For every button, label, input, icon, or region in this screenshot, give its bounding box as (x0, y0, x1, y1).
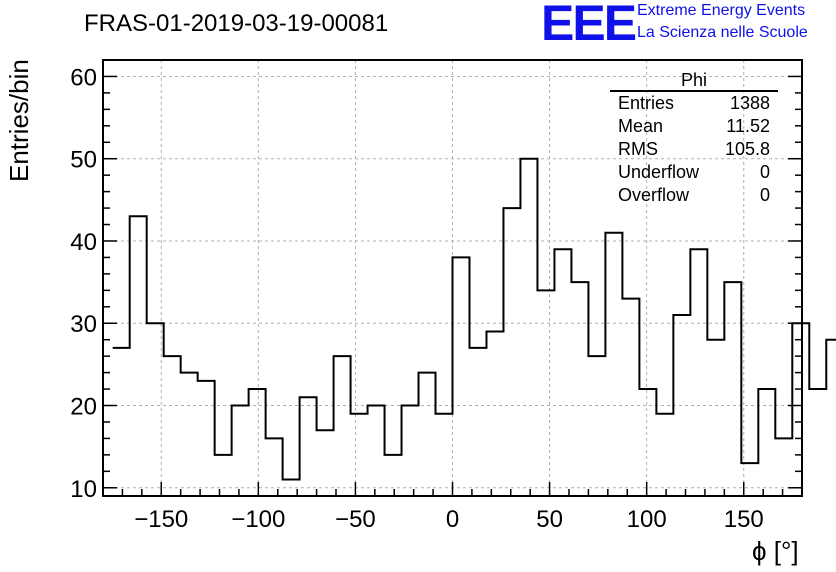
logo-subtitle-2: La Scienza nelle Scuole (637, 24, 808, 41)
histogram-bin (334, 356, 351, 496)
stats-value: 11.52 (726, 116, 770, 136)
histogram-bin (351, 414, 368, 496)
histogram-bin (486, 331, 503, 496)
x-tick-label: 150 (724, 506, 764, 533)
histogram-bin (300, 397, 317, 496)
stats-row: Mean 11.52 (610, 115, 778, 138)
histogram-bin (249, 389, 266, 496)
x-tick-label: 0 (446, 506, 459, 533)
histogram-bin (724, 282, 741, 496)
eee-logo: EEE (541, 0, 637, 51)
histogram-bin (656, 414, 673, 496)
histogram-bin (588, 356, 605, 496)
histogram-bin (385, 455, 402, 496)
histogram-bins (113, 159, 836, 496)
histogram-bin (503, 208, 520, 496)
y-tick-label: 60 (70, 64, 97, 91)
x-tick-label: −150 (134, 506, 188, 533)
y-tick-label: 40 (70, 229, 97, 256)
histogram-bin (520, 159, 537, 496)
y-tick-label: 30 (70, 311, 97, 338)
stats-row: RMS 105.8 (610, 138, 778, 161)
histogram-bin (232, 406, 249, 496)
histogram-bin (554, 249, 571, 496)
histogram-bin (758, 389, 775, 496)
histogram-bin (402, 406, 419, 496)
axis-ticks: −150 −100 −50 0 50 100 150 10 20 30 40 50 60 (70, 59, 802, 533)
stats-value: 0 (759, 162, 770, 182)
x-tick-label: −100 (231, 506, 285, 533)
histogram-bin (537, 290, 554, 496)
logo-subtitle-1: Extreme Energy Events (637, 2, 806, 19)
histogram-bin (181, 373, 198, 496)
histogram-bin (469, 348, 486, 496)
histogram-bin (164, 356, 181, 496)
histogram-bin (419, 373, 436, 496)
stats-row: Underflow 0 (610, 161, 778, 184)
histogram-bin (453, 257, 470, 496)
histogram-bin (215, 455, 232, 496)
histogram-bin (317, 430, 334, 496)
stats-label: Overflow (618, 185, 690, 205)
histogram-bin (130, 216, 147, 496)
histogram-bin (436, 414, 453, 496)
histogram-bin (198, 381, 215, 496)
stats-value: 105.8 (724, 139, 770, 159)
y-tick-label: 50 (70, 147, 97, 174)
x-tick-label: −50 (335, 506, 376, 533)
histogram-bin (826, 340, 836, 496)
stats-title: Phi (610, 70, 778, 92)
stats-label: Mean (618, 116, 664, 136)
histogram-bin (639, 389, 656, 496)
histogram-bin (571, 282, 588, 496)
y-tick-label: 20 (70, 394, 97, 421)
histogram-bin (792, 323, 809, 496)
histogram-bin (147, 323, 164, 496)
y-axis-label: Entries/bin (4, 59, 34, 182)
histogram-bin (266, 438, 283, 496)
histogram-line (112, 157, 836, 481)
histogram-bin (673, 315, 690, 496)
histogram-bin (113, 348, 130, 496)
x-tick-label: 50 (536, 506, 563, 533)
stats-value: 0 (759, 185, 770, 205)
histogram-bin (690, 249, 707, 496)
stats-value: 1388 (729, 93, 770, 113)
stats-label: Underflow (618, 162, 700, 182)
stats-box: Phi Entries 1388 Mean 11.52 RMS 105.8 Un… (610, 70, 778, 207)
histogram-bin (809, 389, 826, 496)
histogram-bin (622, 299, 639, 496)
stats-row: Entries 1388 (610, 92, 778, 115)
histogram-bin (368, 406, 385, 496)
stats-label: RMS (618, 139, 658, 159)
chart-title: FRAS-01-2019-03-19-00081 (84, 10, 389, 37)
stats-row: Overflow 0 (610, 184, 778, 207)
y-tick-label: 10 (70, 476, 97, 503)
stats-label: Entries (618, 93, 675, 113)
x-axis-label: ϕ [°] (752, 536, 799, 566)
x-tick-label: 100 (627, 506, 667, 533)
histogram-bin (707, 340, 724, 496)
histogram-bin (605, 233, 622, 496)
